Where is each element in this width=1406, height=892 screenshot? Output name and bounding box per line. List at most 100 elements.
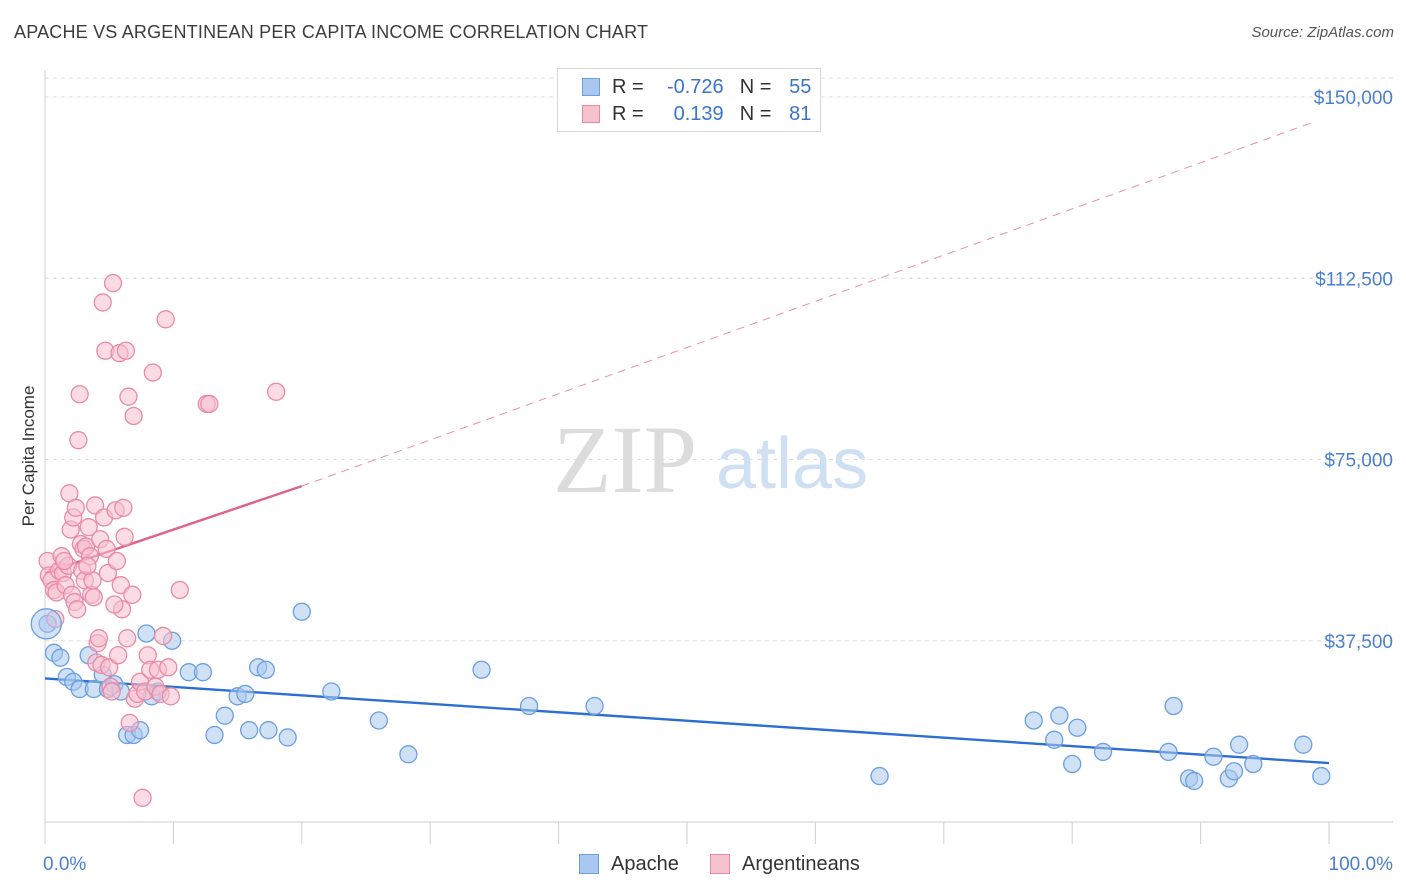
legend-n-value: 55 [789,75,812,98]
argentinean-point [84,588,103,607]
argentinean-point [114,498,133,517]
argentinean-point [98,563,118,583]
apache-point [215,706,234,725]
apache-point [1224,762,1244,781]
argentinean-point [115,527,134,546]
apache-point-cluster [30,608,62,640]
argentinean-point [78,556,97,575]
legend-swatch-apache [582,78,600,96]
argentinean-point [55,551,74,571]
apache-point [399,745,418,764]
y-tick-label: $112,500 [1315,269,1393,290]
apache-point [1164,696,1183,716]
correlation-legend: R = -0.726 N = 55 R = 0.139 N = 81 [557,68,821,132]
apache-point [205,725,224,745]
apache-point [51,648,70,667]
apache-point [137,624,156,643]
apache-point [1063,754,1082,774]
argentinean-point [200,394,219,414]
apache-point [259,721,278,740]
apache-point [1294,735,1313,754]
legend-n-value: 81 [789,102,812,125]
argentinean-point [107,551,127,571]
argentinean-point [156,310,175,329]
bottom-legend-swatch-apache [579,854,599,874]
argentinean-point [159,658,178,677]
argentinean-point [120,713,139,733]
apache-point [472,660,491,679]
apache-point [1050,706,1069,725]
argentinean-point [119,387,138,406]
apache-point [1068,718,1087,737]
argentinean-point [266,382,286,401]
argentinean-point [161,687,180,706]
argentinean-point [85,496,105,515]
apache-point [1204,747,1223,766]
argentinean-point [153,626,173,646]
apache-point [1024,711,1043,730]
argentinean-point [102,682,121,701]
watermark: ZIP atlas [553,406,868,513]
apache-point [256,660,275,679]
argentinean-point [133,788,152,807]
argentinean-point [105,595,124,614]
apache-trend-line [44,677,1330,765]
apache-point [1312,766,1331,786]
argentinean-point [70,385,89,404]
apache-point [519,696,539,716]
chart-source: Source: ZipAtlas.com [1251,24,1394,41]
apache-point [1244,754,1263,774]
argentinean-point [170,580,189,600]
y-tick-label: $75,000 [1324,451,1393,472]
argentinean-point [118,629,137,648]
y-tick-label: $150,000 [1314,88,1393,109]
legend-row-apache: R = -0.726 N = 55 [582,74,811,100]
watermark-zip: ZIP [553,406,697,513]
apache-point [322,682,341,701]
bottom-legend-swatch-argentineans [710,854,730,874]
apache-point [193,663,213,682]
argentinean-point [143,363,163,382]
argentinean-point [93,293,112,312]
apache-point [369,711,388,730]
x-tick-label: 100.0% [1329,854,1394,875]
argentinean-point [67,600,87,619]
apache-point [278,728,297,747]
apache-point [1159,742,1178,762]
bottom-legend-label-apache: Apache [611,852,679,875]
grid-layer [45,77,1393,642]
legend-n-label: N = [739,102,772,125]
apache-point [870,766,889,786]
legend-row-argentineans: R = 0.139 N = 81 [582,101,811,127]
argentinean-point [69,431,88,450]
watermark-atlas: atlas [716,424,868,504]
argentinean-point [89,629,109,648]
argentinean-point [109,646,128,665]
legend-swatch-argentineans [582,105,600,123]
apache-point [1185,771,1204,791]
y-axis-label: Per Capita Income [19,386,38,527]
bottom-legend-apache: Apache [579,852,679,876]
apache-point [1093,742,1113,762]
argentinean-point [124,406,143,426]
argentinean-point [103,273,123,293]
legend-r-label: R = [612,102,644,125]
apache-point [1229,735,1249,754]
argentinean-point [123,585,142,604]
argentinean-point [66,498,85,517]
y-tick-label: $37,500 [1324,632,1393,653]
apache-point [236,684,255,704]
axis-layer: $37,500 $75,000 $112,500 $150,000 0.0% 100.0% [43,70,1393,875]
apache-point [585,696,604,716]
argentinean-point [97,539,116,559]
points-layer [30,273,1331,807]
argentinean-point [79,518,98,537]
legend-r-value: 0.139 [673,102,724,125]
bottom-legend-argentineans: Argentineans [710,852,860,876]
argentinean-point [100,658,119,677]
legend-r-value: -0.726 [666,75,724,98]
apache-point [292,602,311,621]
argentinean-point [116,341,136,360]
apache-point [1045,730,1064,749]
